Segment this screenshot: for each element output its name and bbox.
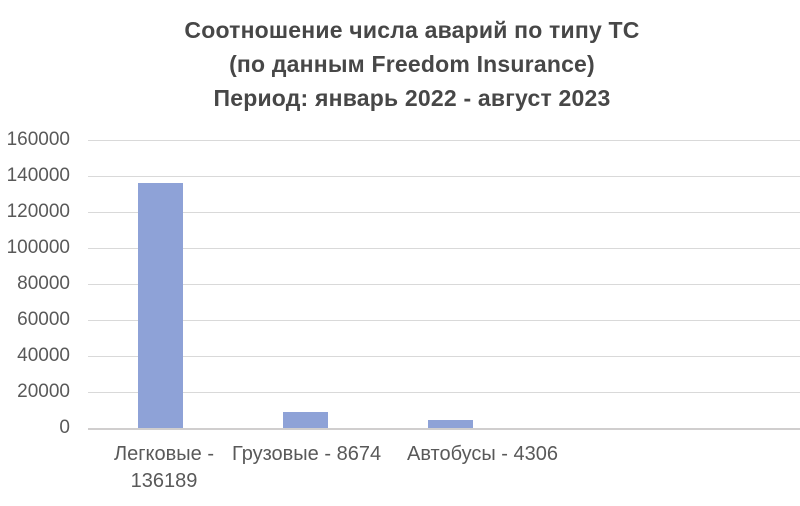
bar-2: [283, 412, 328, 428]
x-category-label-line: 136189: [130, 470, 198, 492]
y-axis-tick-label: 100000: [6, 237, 70, 258]
y-axis-tick-label: 20000: [17, 381, 70, 402]
x-category-label-line: Легковые -: [114, 443, 214, 465]
y-axis-tick-label: 80000: [17, 273, 70, 294]
bar-1: [138, 183, 183, 428]
x-axis-line: [88, 428, 800, 430]
chart-title: Соотношение числа аварий по типу ТС (по …: [24, 13, 800, 115]
chart-title-line-1: Соотношение числа аварий по типу ТС: [184, 17, 640, 43]
x-category-label-line: Грузовые - 8674: [232, 443, 382, 465]
horizontal-gridline: [88, 284, 800, 285]
horizontal-gridline: [88, 320, 800, 321]
horizontal-gridline: [88, 356, 800, 357]
x-category-label: Легковые - 136189: [64, 441, 264, 495]
horizontal-gridline: [88, 392, 800, 393]
y-axis-tick-label: 160000: [6, 129, 70, 150]
y-axis-tick-label: 140000: [6, 165, 70, 186]
y-axis-tick-label: 60000: [17, 309, 70, 330]
chart-title-line-2: (по данным Freedom Insurance): [229, 51, 595, 77]
y-axis-tick-label: 40000: [17, 345, 70, 366]
x-category-label-line: Автобусы - 4306: [407, 443, 559, 465]
y-axis-tick-label: 0: [59, 417, 70, 438]
chart-title-line-3: Период: январь 2022 - август 2023: [213, 85, 611, 111]
horizontal-gridline: [88, 212, 800, 213]
horizontal-gridline: [88, 248, 800, 249]
x-category-label: Автобусы - 4306: [407, 441, 558, 468]
bar-3: [428, 420, 473, 428]
horizontal-gridline: [88, 176, 800, 177]
x-category-label: Грузовые - 8674: [232, 441, 381, 468]
y-axis-tick-label: 120000: [6, 201, 70, 222]
horizontal-gridline: [88, 140, 800, 141]
